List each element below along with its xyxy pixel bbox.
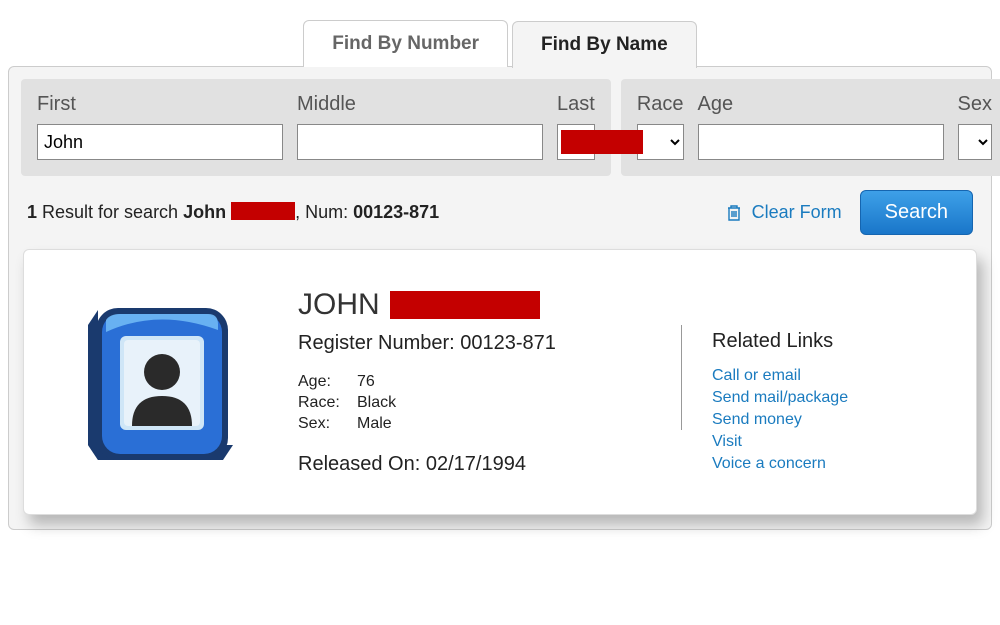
toolbar-actions: Clear Form Search (726, 190, 973, 235)
last-name-label: Last (557, 93, 595, 116)
name-field-group: First Middle Last (21, 79, 611, 176)
detail-age-row: Age: 76 (298, 373, 651, 391)
link-send-money[interactable]: Send money (712, 411, 952, 429)
released-value: 02/17/1994 (426, 453, 526, 475)
register-number: 00123-871 (460, 332, 556, 354)
middle-name-label: Middle (297, 93, 543, 116)
detail-sex-value: Male (357, 415, 392, 433)
result-mid-text: Result for search (37, 202, 183, 222)
last-name-input[interactable] (557, 124, 595, 160)
result-summary: 1 Result for search John , Num: 00123-87… (27, 202, 439, 223)
info-section: JOHN Register Number: 00123-871 Age: 76 … (298, 280, 651, 480)
last-name-field: Last (557, 93, 595, 160)
clear-form-label: Clear Form (752, 202, 842, 223)
link-voice-concern[interactable]: Voice a concern (712, 455, 952, 473)
first-name-input[interactable] (37, 124, 283, 160)
detail-age-value: 76 (357, 373, 375, 391)
sex-select[interactable] (958, 124, 992, 160)
middle-name-field: Middle (297, 93, 543, 160)
link-visit[interactable]: Visit (712, 433, 952, 451)
first-name-field: First (37, 93, 283, 160)
age-input[interactable] (698, 124, 944, 160)
search-panel: First Middle Last Race Age (8, 66, 992, 530)
age-label: Age (698, 93, 944, 116)
vertical-divider (681, 325, 682, 430)
link-call-email[interactable]: Call or email (712, 367, 952, 385)
tab-find-by-name[interactable]: Find By Name (512, 21, 697, 68)
detail-sex-label: Sex: (298, 415, 353, 433)
result-count: 1 (27, 202, 37, 222)
race-label: Race (637, 93, 684, 116)
toolbar-row: 1 Result for search John , Num: 00123-87… (21, 176, 979, 241)
tab-bar: Find By Number Find By Name (8, 20, 992, 67)
details-block: Age: 76 Race: Black Sex: Male (298, 373, 651, 433)
released-row: Released On: 02/17/1994 (298, 453, 651, 476)
register-number-row: Register Number: 00123-871 (298, 332, 651, 355)
middle-name-input[interactable] (297, 124, 543, 160)
sex-label: Sex (958, 93, 992, 116)
redaction-block (561, 130, 643, 154)
trash-icon (726, 204, 742, 222)
person-first-name: JOHN (298, 288, 380, 322)
result-card: JOHN Register Number: 00123-871 Age: 76 … (23, 249, 977, 515)
search-button[interactable]: Search (860, 190, 973, 235)
redaction-block (231, 202, 295, 220)
search-fields-row: First Middle Last Race Age (21, 79, 979, 176)
sex-field: Sex (958, 93, 992, 160)
first-name-label: First (37, 93, 283, 116)
detail-sex-row: Sex: Male (298, 415, 651, 433)
demographics-field-group: Race Age Sex (621, 79, 1000, 176)
related-links-section: Related Links Call or email Send mail/pa… (712, 280, 952, 480)
name-row: JOHN (298, 288, 651, 322)
result-num-label: , Num: (295, 202, 353, 222)
detail-race-value: Black (357, 394, 396, 412)
redaction-block (390, 291, 540, 319)
released-label: Released On: (298, 453, 426, 475)
clear-form-link[interactable]: Clear Form (726, 202, 842, 223)
related-links-heading: Related Links (712, 330, 952, 353)
tab-find-by-number[interactable]: Find By Number (303, 20, 508, 67)
detail-race-label: Race: (298, 394, 353, 412)
result-number: 00123-871 (353, 202, 439, 222)
race-select[interactable] (637, 124, 684, 160)
detail-race-row: Race: Black (298, 394, 651, 412)
link-send-mail[interactable]: Send mail/package (712, 389, 952, 407)
age-field: Age (698, 93, 944, 160)
detail-age-label: Age: (298, 373, 353, 391)
register-label: Register Number: (298, 332, 460, 354)
avatar-container (48, 280, 268, 480)
race-field: Race (637, 93, 684, 160)
avatar-icon (58, 280, 258, 480)
result-name: John (183, 202, 231, 222)
